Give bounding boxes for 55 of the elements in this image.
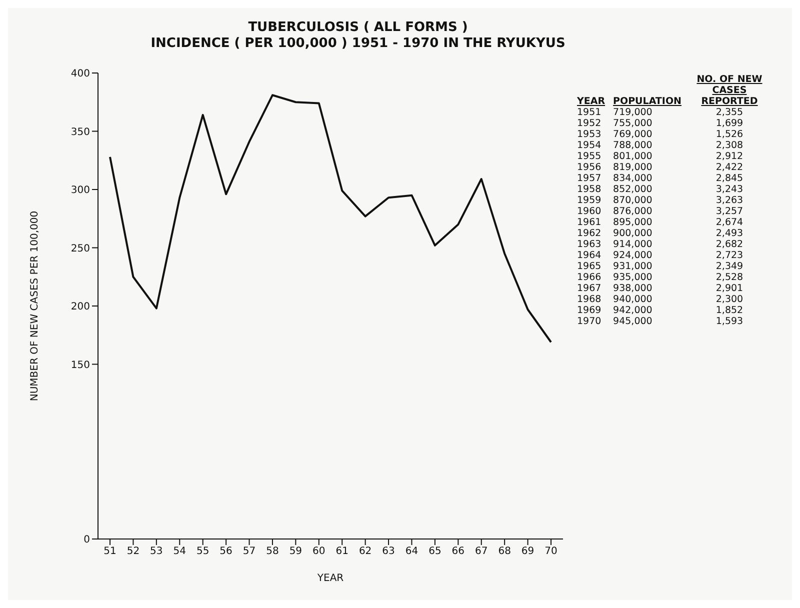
x-tick-label: 70 — [544, 546, 558, 558]
x-tick-label: 55 — [196, 546, 210, 558]
text: 1970 945,000 1,593 — [577, 316, 744, 327]
x-tick-label: 63 — [382, 546, 395, 558]
text: 1957 834,000 2,845 — [577, 173, 744, 184]
text: 1963 914,000 2,682 — [577, 239, 744, 250]
text: 1960 876,000 3,257 — [577, 206, 744, 217]
x-tick-label: 64 — [405, 546, 418, 558]
x-tick-label: 57 — [242, 546, 256, 558]
text: 1959 870,000 3,263 — [577, 195, 744, 206]
x-tick-label: 68 — [498, 546, 511, 558]
y-tick-label: 250 — [70, 243, 90, 254]
text: 1967 938,000 2,901 — [577, 283, 744, 294]
x-tick-label: 61 — [336, 546, 348, 558]
text: 1964 924,000 2,723 — [577, 250, 744, 261]
x-tick-label: 59 — [289, 546, 302, 558]
text: YEAR — [576, 95, 606, 107]
x-axis-title: YEAR — [316, 573, 344, 584]
text: 1956 819,000 2,422 — [577, 162, 744, 173]
x-tick-label: 51 — [104, 546, 116, 558]
y-tick-label: 200 — [70, 302, 90, 313]
x-tick-label: 52 — [126, 546, 140, 558]
text: 1968 940,000 2,300 — [577, 294, 744, 305]
x-tick-label: 62 — [358, 546, 372, 558]
x-tick-label: 65 — [428, 546, 442, 558]
text: 1951 719,000 2,355 — [577, 107, 744, 118]
x-tick-label: 56 — [220, 546, 232, 558]
chart-subtitle: INCIDENCE ( PER 100,000 ) 1951 - 1970 IN THE RYUKYUS — [150, 36, 566, 52]
text: 1969 942,000 1,852 — [577, 305, 744, 316]
x-tick-label: 58 — [266, 546, 279, 558]
chart-title: TUBERCULOSIS ( ALL FORMS ) — [247, 20, 469, 36]
x-tick-label: 67 — [475, 546, 488, 558]
y-tick-label: 400 — [70, 68, 90, 80]
text: 1954 788,000 2,308 — [577, 140, 744, 151]
text: 1965 931,000 2,349 — [577, 261, 744, 272]
x-tick-label: 60 — [312, 546, 326, 558]
x-tick-label: 69 — [521, 546, 534, 558]
text: NO. OF NEW CASES REPORTED — [696, 74, 764, 107]
y-tick-label: 150 — [70, 360, 90, 371]
y-axis-title: NUMBER OF NEW CASES PER 100,000 — [30, 210, 41, 402]
text: 1966 935,000 2,528 — [577, 272, 744, 283]
x-tick-label: 53 — [150, 546, 163, 558]
text: POPULATION — [612, 95, 682, 107]
text: 1961 895,000 2,674 — [577, 217, 744, 228]
text: 1962 900,000 2,493 — [577, 228, 744, 239]
text: 1952 755,000 1,699 — [577, 118, 744, 129]
y-tick-label: 350 — [70, 126, 90, 138]
y-tick-label: 0 — [84, 534, 90, 546]
x-tick-label: 54 — [173, 546, 186, 558]
text: 1953 769,000 1,526 — [577, 129, 744, 140]
y-tick-label: 300 — [70, 185, 90, 196]
text: 1958 852,000 3,243 — [577, 184, 744, 195]
text: 1955 801,000 2,912 — [577, 151, 744, 162]
x-tick-label: 66 — [452, 546, 465, 558]
line-series — [109, 94, 552, 344]
